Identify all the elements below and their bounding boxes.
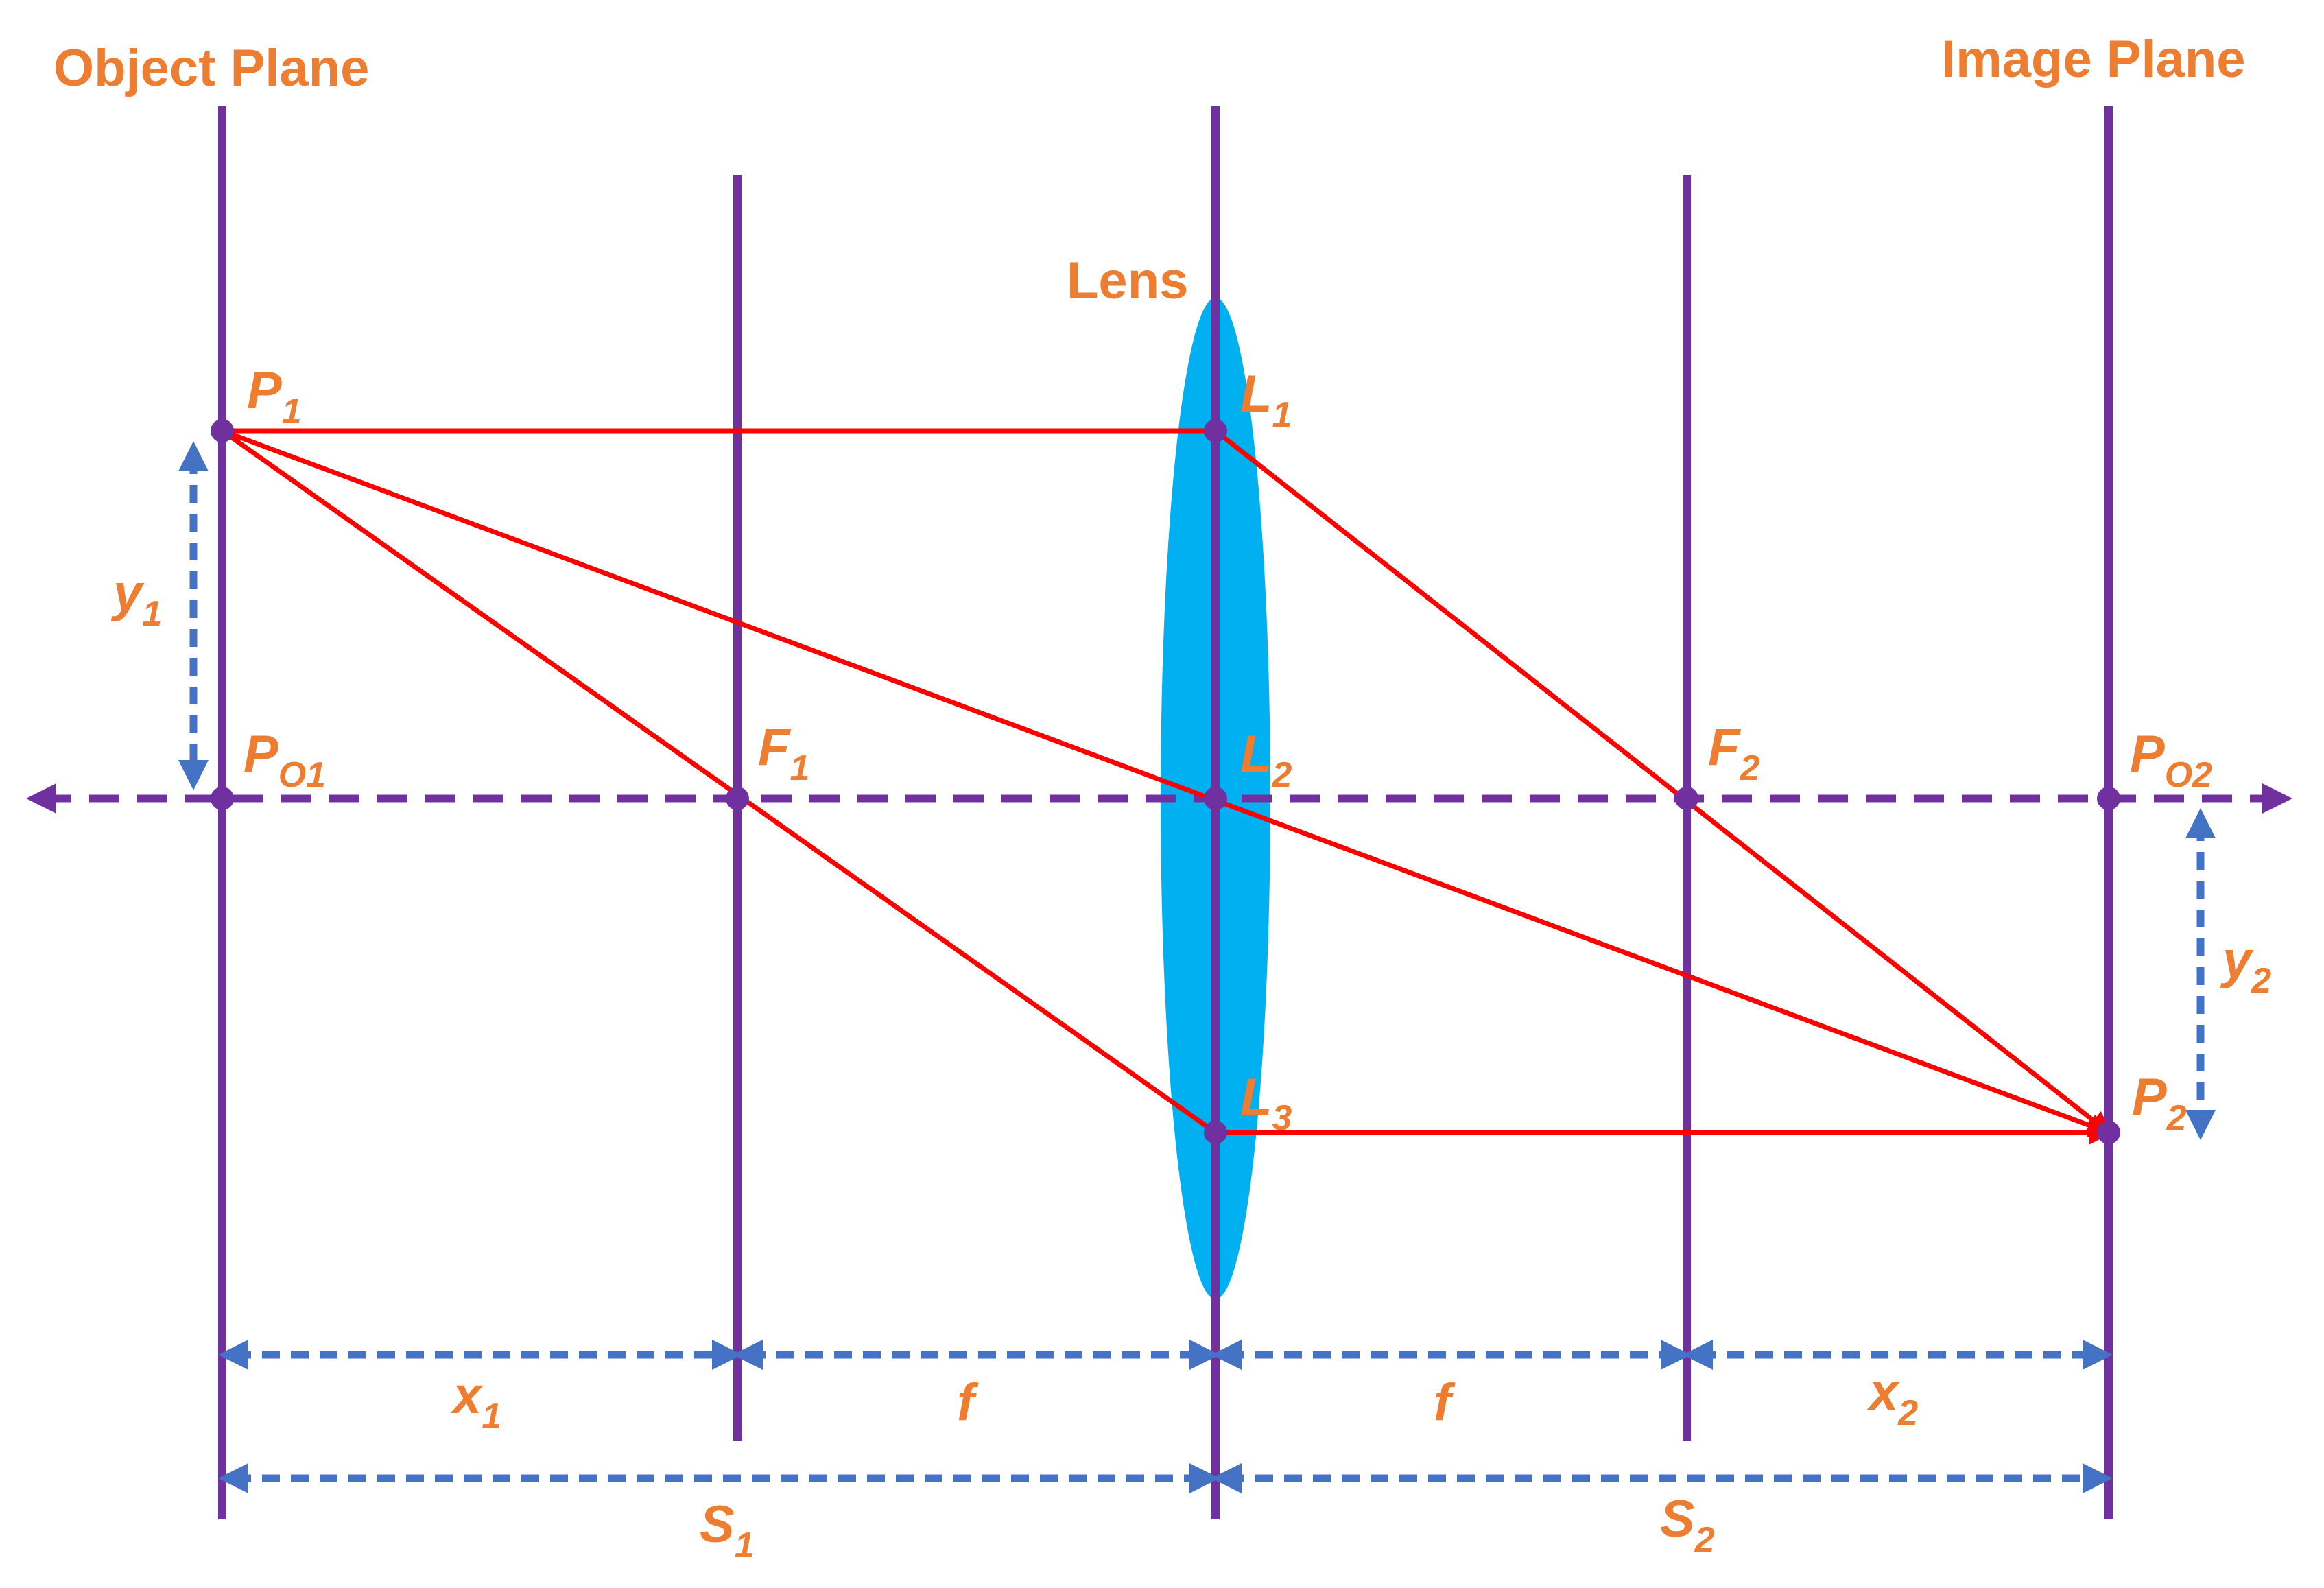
point-po1 xyxy=(211,787,234,810)
label-s2: S2 xyxy=(1660,1490,1715,1560)
label-x2: x2 xyxy=(1866,1363,1918,1433)
ray-parallel-out xyxy=(1213,429,2113,1136)
ray-chief xyxy=(221,428,2113,1137)
point-l1 xyxy=(1204,419,1227,442)
point-l3 xyxy=(1204,1121,1227,1144)
label-y2: y2 xyxy=(2220,931,2271,1001)
label-f1: F1 xyxy=(758,718,809,788)
label-l3: L3 xyxy=(1240,1068,1292,1138)
image-plane-label: Image Plane xyxy=(1941,30,2246,88)
label-l1: L1 xyxy=(1240,365,1292,435)
label-s1: S1 xyxy=(700,1495,755,1565)
label-y1: y1 xyxy=(110,564,162,634)
label-f-right: f xyxy=(1434,1373,1456,1432)
label-f-left: f xyxy=(957,1373,979,1432)
label-p2: P2 xyxy=(2132,1068,2187,1138)
label-po1: PO1 xyxy=(244,725,326,795)
point-po2 xyxy=(2097,787,2120,810)
object-plane-label: Object Plane xyxy=(54,39,369,97)
label-po2: PO2 xyxy=(2130,725,2212,795)
label-p1: P1 xyxy=(247,362,302,431)
point-p1 xyxy=(211,419,234,442)
lens-label: Lens xyxy=(1067,252,1188,310)
label-f2: F2 xyxy=(1708,718,1759,788)
ray-focal-in xyxy=(220,429,1218,1135)
point-p2 xyxy=(2097,1121,2120,1144)
point-l2 xyxy=(1204,787,1227,810)
point-f2 xyxy=(1675,787,1698,810)
point-f1 xyxy=(726,787,749,810)
label-l2: L2 xyxy=(1240,725,1292,795)
label-x1: x1 xyxy=(450,1366,501,1436)
